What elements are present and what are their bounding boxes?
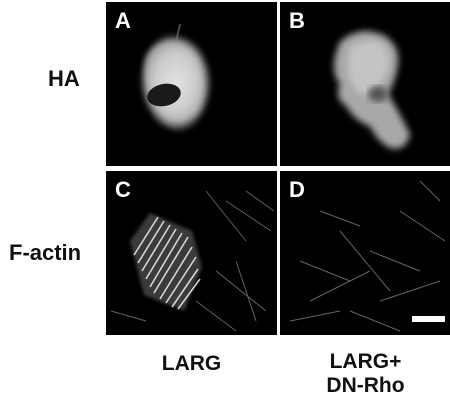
panel-letter: D bbox=[289, 177, 305, 202]
panel-letter: C bbox=[115, 177, 131, 202]
row-label-f-actin: F-actin bbox=[9, 240, 82, 265]
col-label-line2: DN-Rho bbox=[326, 374, 405, 397]
panel-d-factin-larg-dn-rho: D bbox=[280, 171, 450, 335]
cell-image bbox=[334, 31, 410, 149]
panel-a-ha-larg: A bbox=[106, 2, 277, 166]
panel-b-ha-larg-dn-rho: B bbox=[280, 2, 450, 166]
fiber-image bbox=[289, 180, 446, 332]
col-label-line1: LARG bbox=[161, 352, 222, 375]
panel-letter: B bbox=[289, 8, 305, 33]
col-label-line1: LARG+ bbox=[329, 350, 402, 373]
col-label-larg-dn-rho: LARG+ DN-Rho bbox=[292, 350, 439, 398]
row-label-ha: HA bbox=[48, 66, 80, 91]
panel-c-factin-larg: C bbox=[106, 171, 277, 335]
panel-letter: A bbox=[115, 8, 131, 33]
fiber-image bbox=[110, 190, 275, 332]
scale-bar bbox=[412, 316, 445, 322]
col-label-larg: LARG bbox=[120, 352, 263, 376]
cell-image bbox=[141, 23, 211, 131]
